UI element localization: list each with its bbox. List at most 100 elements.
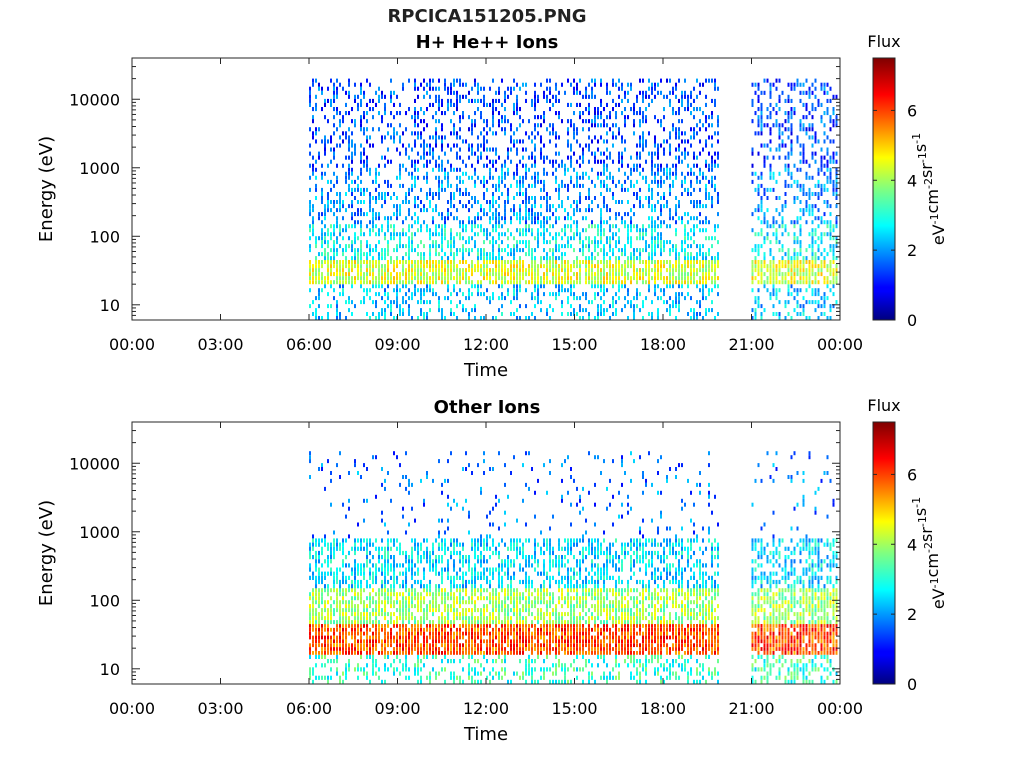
flux-cell (618, 127, 620, 132)
flux-cell (672, 300, 674, 305)
flux-cell (808, 163, 811, 168)
flux-cell (363, 94, 365, 99)
flux-cell (438, 119, 440, 124)
flux-cell (615, 200, 617, 204)
flux-cell (696, 175, 698, 180)
flux-cell (588, 268, 590, 273)
flux-cell (829, 171, 832, 176)
flux-cell (315, 550, 317, 556)
flux-cell (336, 620, 338, 625)
flux-cell (609, 280, 611, 285)
flux-cell (651, 236, 653, 241)
flux-cell (474, 308, 476, 313)
flux-cell (534, 296, 536, 301)
flux-cell (369, 200, 371, 204)
flux-cell (603, 300, 605, 305)
flux-cell (787, 135, 790, 140)
flux-cell (309, 647, 311, 651)
flux-cell (390, 308, 392, 313)
flux-cell (802, 151, 805, 156)
flux-cell (528, 208, 530, 213)
flux-cell (321, 276, 323, 281)
flux-cell (591, 94, 593, 99)
flux-cell (333, 228, 335, 233)
flux-cell (684, 264, 686, 269)
flux-cell (654, 151, 656, 156)
flux-cell (471, 163, 473, 168)
flux-cell (519, 316, 521, 320)
flux-cell (462, 115, 464, 120)
flux-cell (357, 107, 359, 112)
flux-cell (501, 272, 503, 277)
flux-cell (315, 600, 317, 605)
flux-cell (522, 240, 524, 245)
flux-cell (495, 280, 497, 285)
flux-cell (699, 90, 701, 95)
flux-cell (333, 256, 335, 261)
flux-cell (312, 542, 314, 547)
flux-cell (805, 208, 808, 213)
flux-cell (808, 208, 811, 213)
flux-cell (781, 139, 784, 144)
flux-cell (657, 119, 659, 124)
flux-cell (615, 82, 617, 87)
flux-cell (510, 139, 512, 144)
flux-cell (793, 179, 796, 184)
flux-cell (799, 248, 802, 253)
flux-cell (324, 675, 326, 680)
flux-cell (399, 111, 401, 116)
flux-cell (796, 78, 799, 83)
flux-cell (799, 82, 802, 87)
flux-cell (799, 260, 802, 264)
flux-cell (426, 276, 428, 281)
flux-cell (772, 272, 775, 277)
flux-cell (309, 620, 311, 625)
flux-cell (474, 200, 476, 204)
flux-cell (546, 256, 548, 261)
flux-cell (357, 631, 359, 636)
flux-cell (615, 260, 617, 264)
flux-cell (504, 90, 506, 95)
flux-cell (375, 276, 377, 281)
flux-cell (570, 82, 572, 87)
flux-cell (504, 268, 506, 273)
flux-cell (760, 115, 763, 120)
flux-cell (639, 107, 641, 112)
flux-cell (826, 82, 829, 87)
flux-cell (435, 143, 437, 148)
flux-cell (510, 264, 512, 269)
flux-cell (796, 272, 799, 277)
flux-cell (769, 131, 772, 136)
flux-cell (757, 300, 760, 305)
flux-cell (778, 224, 781, 229)
flux-cell (594, 264, 596, 269)
flux-cell (414, 284, 416, 289)
flux-cell (315, 196, 317, 200)
flux-cell (315, 131, 317, 136)
flux-cell (525, 98, 527, 103)
flux-cell (414, 111, 416, 116)
flux-cell (438, 244, 440, 249)
flux-cell (399, 312, 401, 316)
flux-cell (627, 90, 629, 95)
flux-cell (763, 272, 766, 277)
flux-cell (336, 163, 338, 168)
flux-cell (312, 228, 314, 233)
flux-cell (360, 98, 362, 103)
flux-cell (603, 272, 605, 277)
flux-cell (474, 284, 476, 289)
flux-cell (402, 280, 404, 285)
flux-cell (633, 256, 635, 261)
flux-cell (817, 167, 820, 172)
flux-cell (351, 635, 353, 640)
flux-cell (381, 228, 383, 233)
flux-cell (474, 123, 476, 128)
flux-cell (480, 228, 482, 233)
flux-cell (324, 98, 326, 103)
flux-cell (552, 131, 554, 136)
flux-cell (699, 179, 701, 184)
flux-cell (784, 252, 787, 257)
flux-cell (483, 135, 485, 140)
flux-cell (357, 571, 359, 576)
flux-cell (315, 563, 317, 568)
